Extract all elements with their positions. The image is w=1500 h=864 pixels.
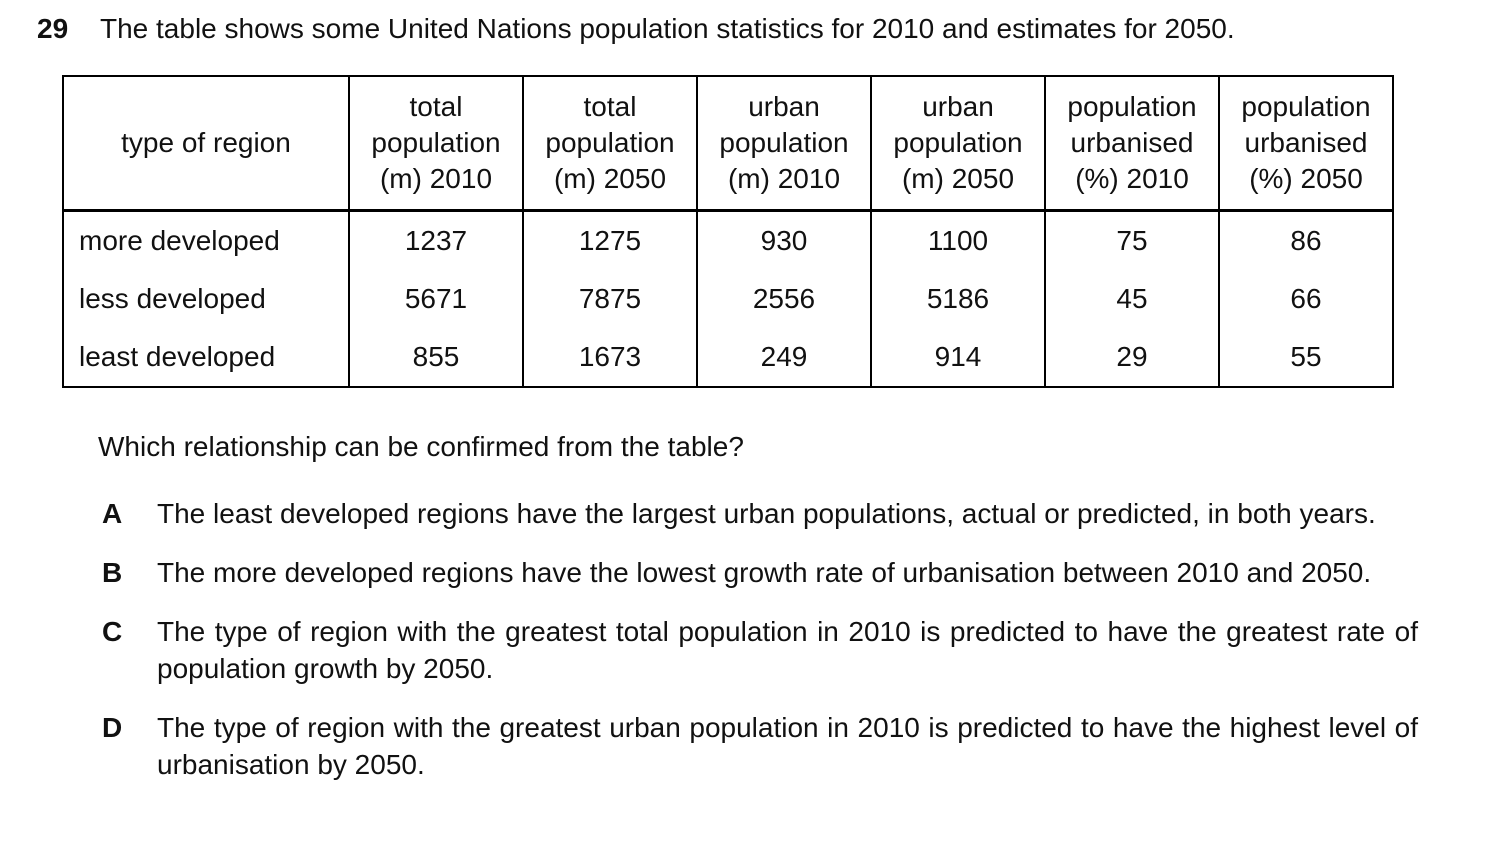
table-cell: 5186 — [870, 270, 1046, 328]
table-cell: 45 — [1044, 270, 1220, 328]
col-header-type-of-region: type of region — [62, 76, 350, 212]
table-cell: 1275 — [522, 210, 698, 270]
question-intro: 29 The table shows some United Nations p… — [37, 10, 1500, 47]
col-header-total-population-2050: total population (m) 2050 — [522, 76, 698, 212]
option-letter-c: C — [102, 616, 123, 647]
exam-page: 29 The table shows some United Nations p… — [0, 10, 1500, 864]
col-header-population-urbanised-2050: population urbanised (%) 2050 — [1218, 76, 1394, 212]
table-cell: 75 — [1044, 210, 1220, 270]
option-d: D The type of region with the greatest u… — [102, 709, 1418, 783]
option-b: B The more developed regions have the lo… — [102, 554, 1418, 591]
col-header-total-population-2010: total population (m) 2010 — [348, 76, 524, 212]
table-cell: 66 — [1218, 270, 1394, 328]
table-row-least-developed: least developed 855 1673 249 914 29 55 — [62, 328, 1394, 387]
table-cell: 1100 — [870, 210, 1046, 270]
table-row-more-developed: more developed 1237 1275 930 1100 75 86 — [62, 210, 1394, 270]
option-text-a: The least developed regions have the lar… — [157, 498, 1376, 529]
table-cell: 29 — [1044, 328, 1220, 387]
question-stem: Which relationship can be confirmed from… — [98, 431, 744, 462]
option-letter-d: D — [102, 712, 123, 743]
population-statistics-table: type of region total population (m) 2010… — [62, 75, 1394, 388]
col-header-population-urbanised-2010: population urbanised (%) 2010 — [1044, 76, 1220, 212]
option-c: C The type of region with the greatest t… — [102, 613, 1418, 687]
table-cell: 930 — [696, 210, 872, 270]
region-label: less developed — [62, 270, 350, 328]
question-intro-text: The table shows some United Nations popu… — [100, 13, 1235, 44]
col-header-urban-population-2050: urban population (m) 2050 — [870, 76, 1046, 212]
option-text-b: The more developed regions have the lowe… — [157, 557, 1372, 588]
table-cell: 55 — [1218, 328, 1394, 387]
table-cell: 855 — [348, 328, 524, 387]
table-cell: 1237 — [348, 210, 524, 270]
option-text-d: The type of region with the greatest urb… — [157, 712, 1418, 780]
region-label: more developed — [62, 210, 350, 270]
option-text-c: The type of region with the greatest tot… — [157, 616, 1418, 684]
table-row-less-developed: less developed 5671 7875 2556 5186 45 66 — [62, 270, 1394, 328]
table-header-row: type of region total population (m) 2010… — [62, 76, 1394, 212]
option-a: A The least developed regions have the l… — [102, 495, 1418, 532]
option-letter-b: B — [102, 557, 123, 588]
question-number: 29 — [37, 13, 69, 44]
table-cell: 249 — [696, 328, 872, 387]
col-header-urban-population-2010: urban population (m) 2010 — [696, 76, 872, 212]
table-cell: 914 — [870, 328, 1046, 387]
table-cell: 1673 — [522, 328, 698, 387]
table-cell: 2556 — [696, 270, 872, 328]
table-cell: 86 — [1218, 210, 1394, 270]
table-cell: 7875 — [522, 270, 698, 328]
table-cell: 5671 — [348, 270, 524, 328]
region-label: least developed — [62, 328, 350, 387]
option-letter-a: A — [102, 498, 123, 529]
